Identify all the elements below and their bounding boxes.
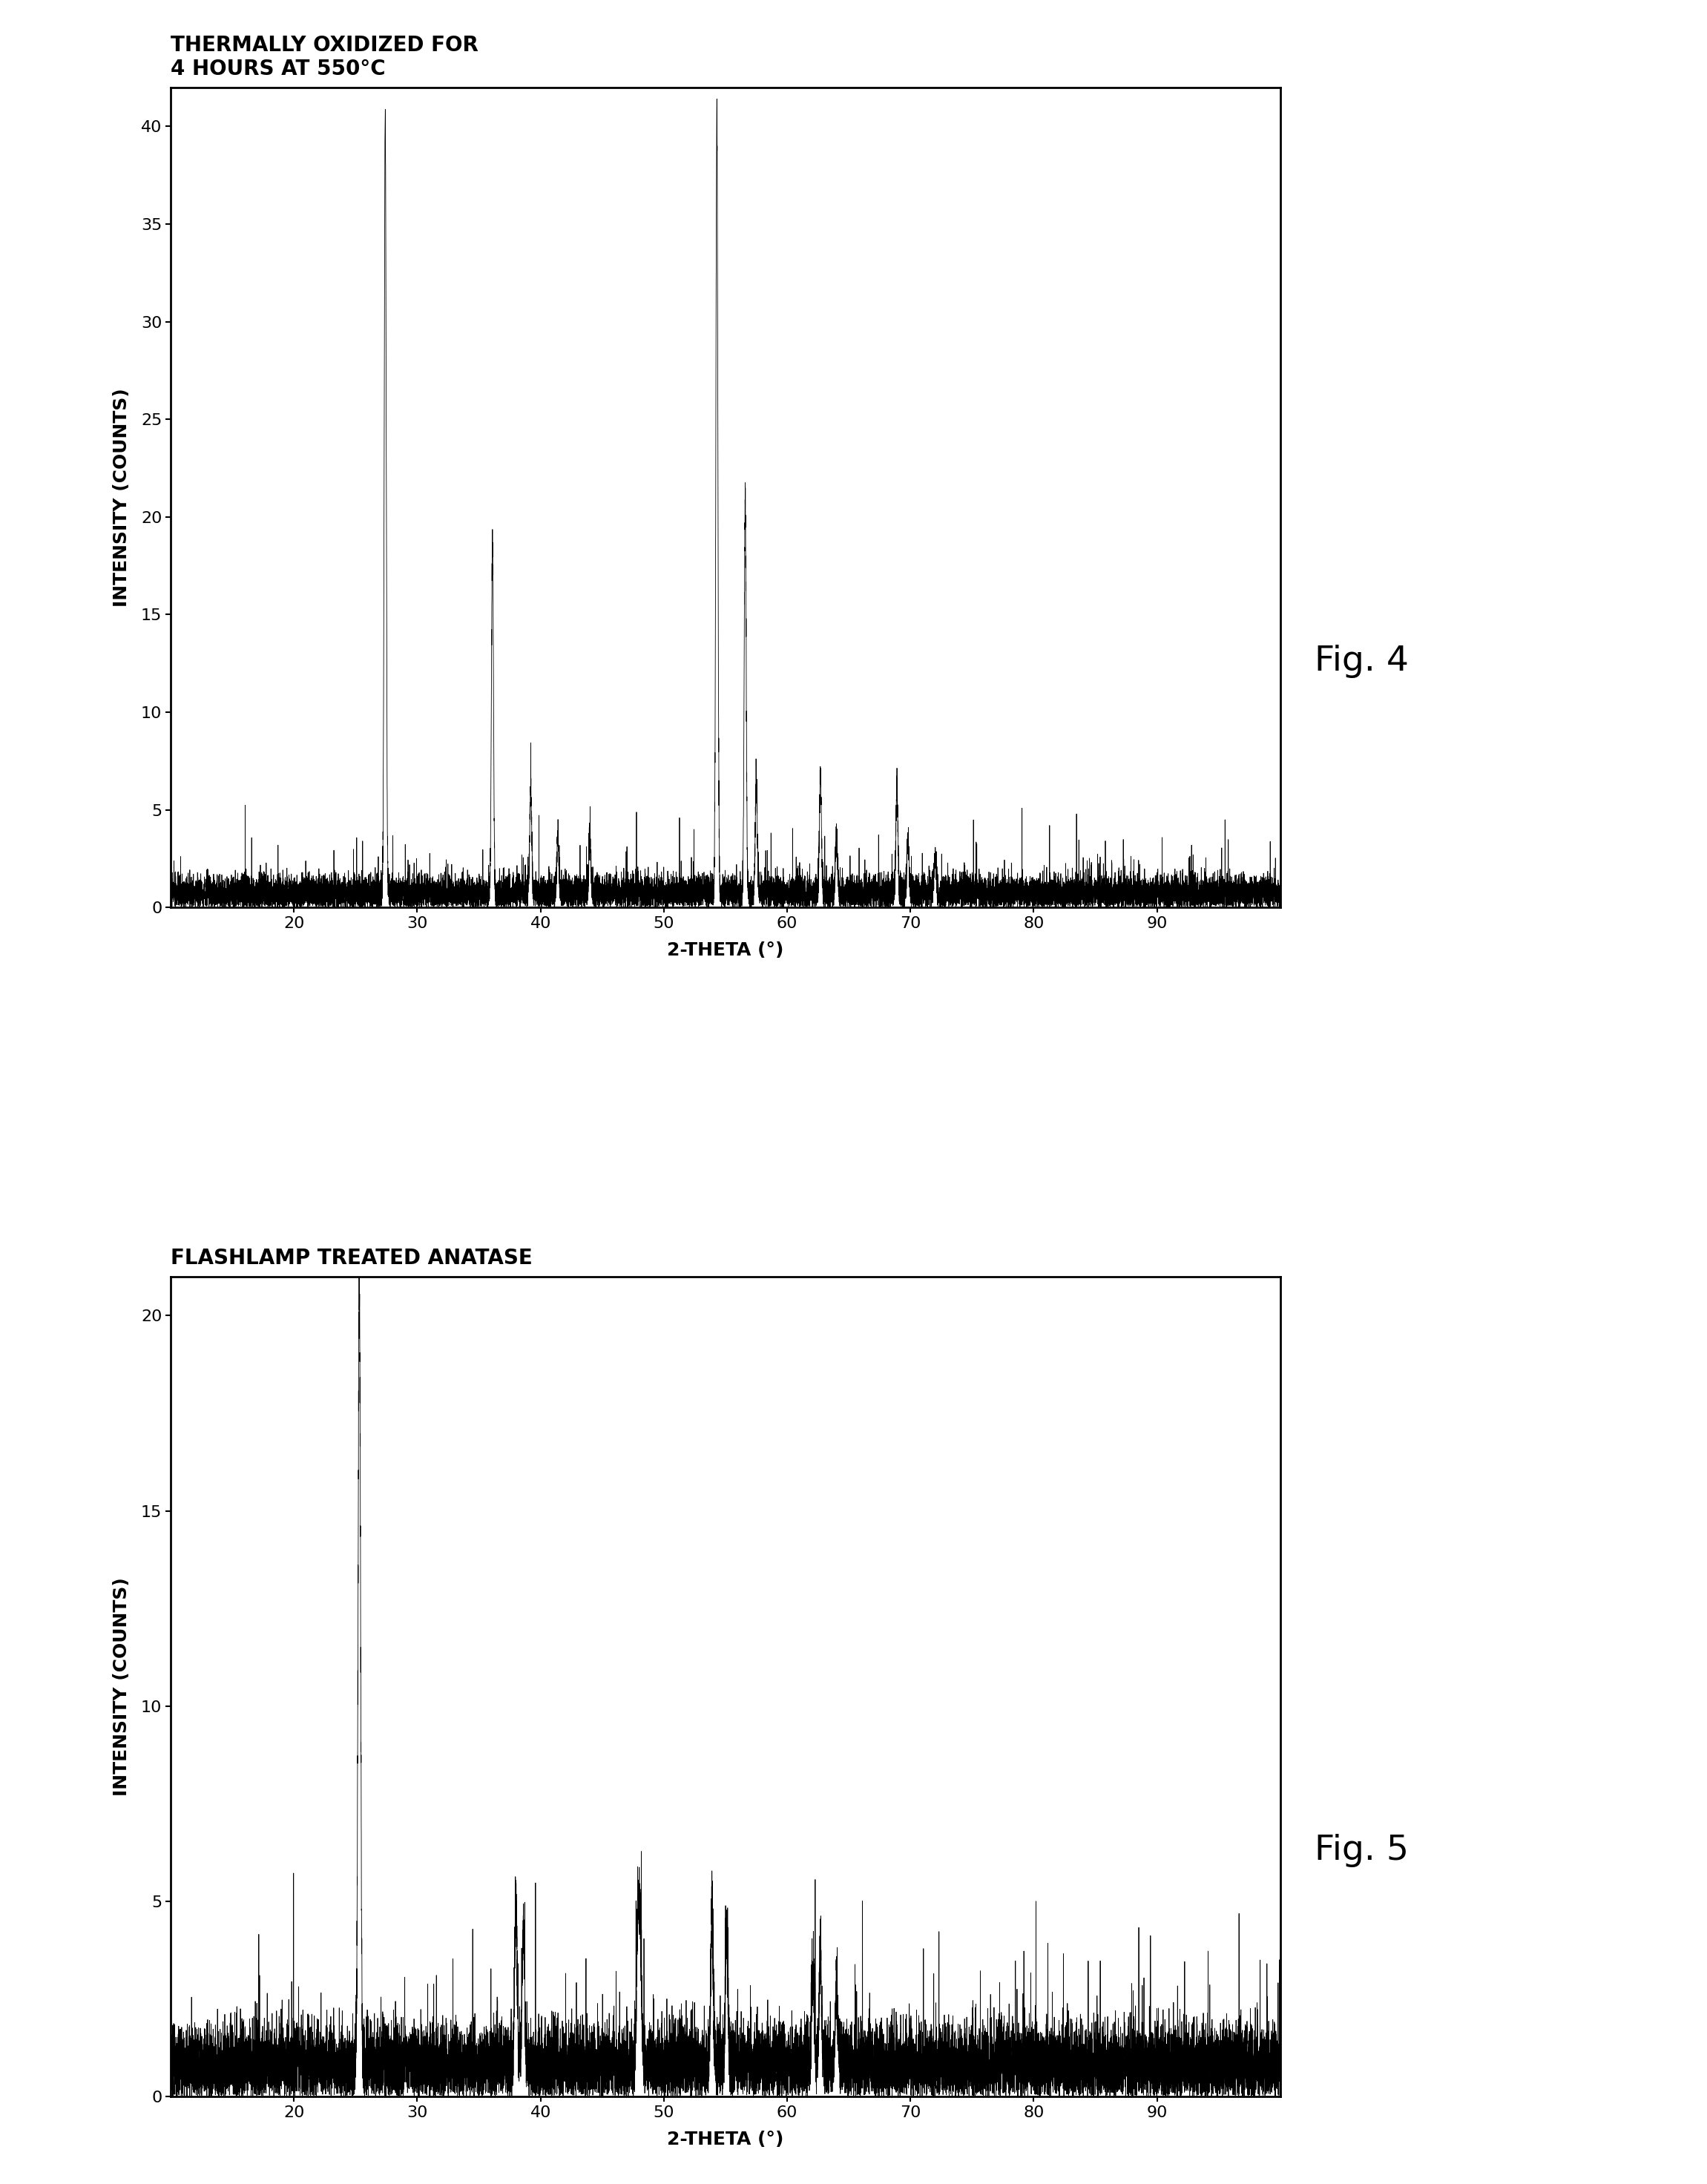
Text: FLASHLAMP TREATED ANATASE: FLASHLAMP TREATED ANATASE bbox=[171, 1247, 533, 1269]
X-axis label: 2-THETA (°): 2-THETA (°) bbox=[667, 941, 784, 959]
Text: THERMALLY OXIDIZED FOR
4 HOURS AT 550°C: THERMALLY OXIDIZED FOR 4 HOURS AT 550°C bbox=[171, 35, 478, 79]
Y-axis label: INTENSITY (COUNTS): INTENSITY (COUNTS) bbox=[113, 389, 131, 607]
Y-axis label: INTENSITY (COUNTS): INTENSITY (COUNTS) bbox=[113, 1577, 131, 1795]
Text: Fig. 5: Fig. 5 bbox=[1314, 1835, 1408, 1867]
Text: Fig. 4: Fig. 4 bbox=[1314, 644, 1408, 677]
X-axis label: 2-THETA (°): 2-THETA (°) bbox=[667, 2132, 784, 2149]
